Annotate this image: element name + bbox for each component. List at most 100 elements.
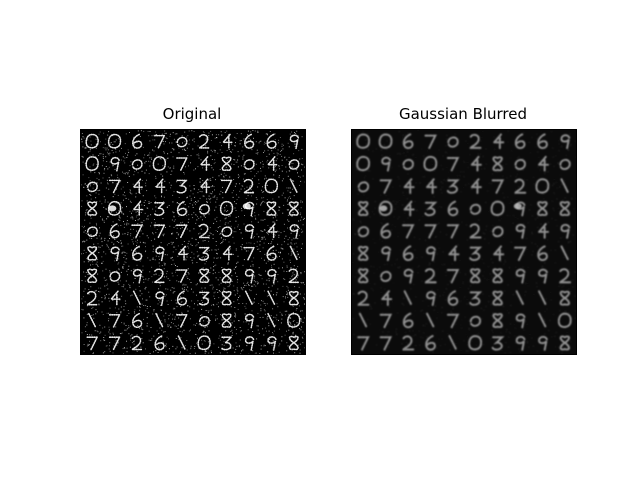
noise-pixel [251, 248, 253, 250]
noise-pixel [208, 179, 210, 181]
noise-pixel [105, 187, 107, 189]
noise-pixel [397, 258, 399, 260]
noise-pixel [460, 324, 462, 326]
noise-pixel [98, 179, 100, 181]
noise-pixel [165, 141, 166, 143]
noise-pixel [122, 194, 124, 196]
noise-pixel [381, 147, 382, 149]
noise-pixel [217, 279, 219, 281]
noise-pixel [484, 233, 486, 235]
noise-pixel [271, 232, 273, 234]
noise-pixel [99, 153, 101, 155]
noise-pixel [193, 348, 195, 349]
noise-pixel [218, 297, 220, 299]
noise-pixel [84, 219, 86, 221]
noise-pixel [260, 203, 262, 205]
noise-pixel [563, 256, 565, 258]
noise-pixel [157, 168, 159, 170]
noise-pixel [490, 338, 492, 340]
noise-pixel [161, 336, 163, 338]
noise-pixel [272, 340, 274, 342]
noise-pixel [210, 267, 212, 269]
noise-pixel [99, 291, 101, 293]
noise-pixel [264, 238, 266, 240]
noise-pixel [256, 241, 258, 243]
noise-pixel [186, 136, 188, 138]
noise-pixel [148, 339, 150, 341]
noise-pixel [122, 186, 124, 188]
noise-pixel [199, 292, 201, 294]
noise-pixel [272, 198, 274, 200]
noise-pixel [229, 151, 231, 152]
digit-tile [381, 246, 392, 262]
noise-pixel [302, 342, 304, 344]
noise-pixel [267, 315, 269, 317]
noise-pixel [304, 347, 305, 349]
noise-pixel [214, 249, 216, 251]
noise-pixel [231, 275, 233, 277]
noise-pixel [509, 202, 511, 204]
noise-pixel [147, 215, 149, 217]
noise-pixel [188, 139, 190, 141]
noise-pixel [233, 290, 235, 292]
noise-pixel [255, 141, 257, 143]
digit-tile [266, 156, 278, 172]
noise-pixel [273, 316, 275, 318]
noise-pixel [554, 332, 556, 334]
noise-pixel [179, 303, 181, 305]
noise-pixel [135, 237, 137, 239]
noise-pixel [253, 206, 255, 208]
noise-pixel [123, 213, 125, 215]
noise-pixel [165, 312, 167, 314]
noise-pixel [138, 281, 140, 283]
noise-pixel [281, 149, 283, 151]
noise-pixel [102, 153, 104, 155]
noise-pixel [274, 234, 276, 236]
noise-pixel [109, 333, 111, 335]
noise-pixel [153, 335, 155, 337]
noise-pixel [90, 215, 91, 217]
noise-pixel [100, 153, 102, 155]
digit-tile [357, 181, 370, 193]
noise-pixel [432, 207, 434, 209]
noise-pixel [302, 282, 304, 283]
noise-pixel [260, 162, 262, 164]
noise-pixel [287, 289, 289, 291]
noise-pixel [287, 243, 289, 245]
noise-pixel [294, 323, 295, 325]
noise-pixel [86, 324, 88, 326]
noise-pixel [198, 217, 200, 219]
noise-pixel [460, 350, 462, 351]
noise-pixel [201, 308, 203, 310]
noise-pixel [543, 246, 545, 248]
noise-pixel [480, 307, 482, 309]
noise-pixel [143, 157, 145, 159]
noise-pixel [446, 234, 447, 236]
noise-pixel [83, 261, 85, 263]
noise-pixel [359, 220, 361, 222]
noise-pixel [164, 212, 165, 214]
noise-pixel [500, 186, 502, 188]
noise-pixel [205, 204, 207, 206]
noise-pixel [158, 224, 160, 225]
noise-pixel [522, 266, 524, 268]
noise-pixel [295, 309, 297, 311]
noise-pixel [130, 235, 131, 237]
noise-pixel [212, 185, 214, 187]
noise-pixel [186, 349, 188, 351]
noise-pixel [366, 197, 368, 199]
noise-pixel [354, 276, 356, 278]
noise-pixel [207, 183, 209, 185]
noise-pixel [229, 344, 231, 346]
noise-pixel [175, 141, 177, 143]
noise-pixel [121, 242, 122, 244]
noise-pixel [291, 276, 293, 278]
noise-pixel [184, 287, 186, 289]
noise-pixel [97, 266, 99, 267]
digit-tile [492, 226, 504, 238]
noise-pixel [83, 344, 85, 345]
noise-pixel [561, 292, 563, 294]
noise-pixel [536, 192, 538, 194]
noise-pixel [84, 163, 86, 165]
noise-pixel [163, 331, 165, 333]
